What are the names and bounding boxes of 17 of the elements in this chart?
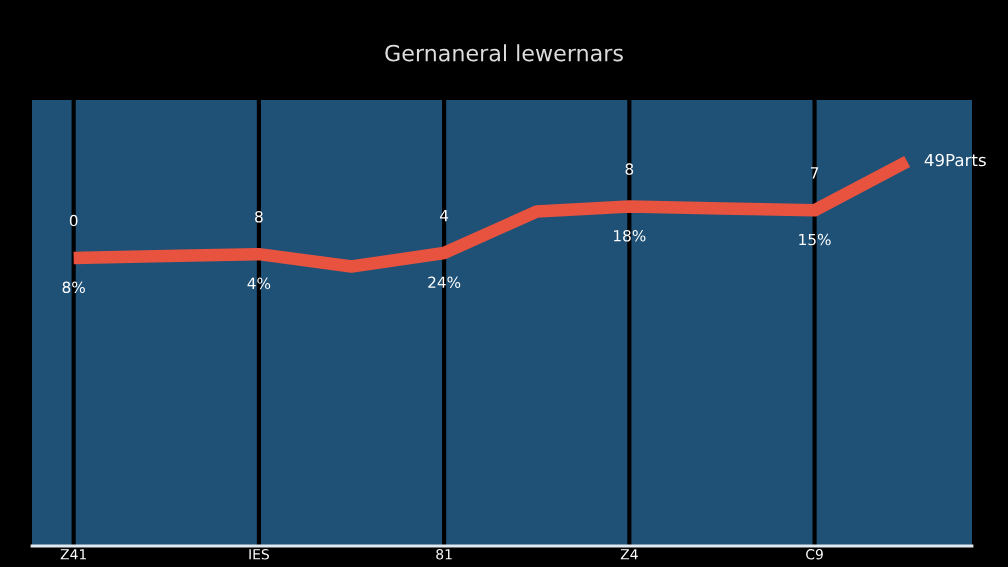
annotation: 7 bbox=[810, 167, 819, 179]
annotation: 18% bbox=[614, 229, 646, 242]
annotation: 4 bbox=[440, 209, 449, 222]
x-tick-label: IES bbox=[249, 549, 269, 560]
x-tick-label: C9 bbox=[806, 549, 823, 560]
chart-title: Gernaneral lewernars bbox=[385, 44, 623, 62]
x-tick-label: Z4 bbox=[620, 549, 638, 560]
annotation: 24% bbox=[428, 276, 461, 289]
annotation: 8 bbox=[255, 210, 263, 223]
annotation: 4% bbox=[247, 277, 271, 290]
annotation: 0 bbox=[69, 214, 78, 227]
series-label: 49Parts bbox=[924, 153, 986, 167]
annotation: 8 bbox=[625, 163, 634, 175]
annotation: 8% bbox=[62, 281, 85, 294]
x-tick-label: Z41 bbox=[60, 549, 86, 560]
x-tick-label: 81 bbox=[436, 549, 452, 560]
annotation: 15% bbox=[799, 233, 831, 246]
